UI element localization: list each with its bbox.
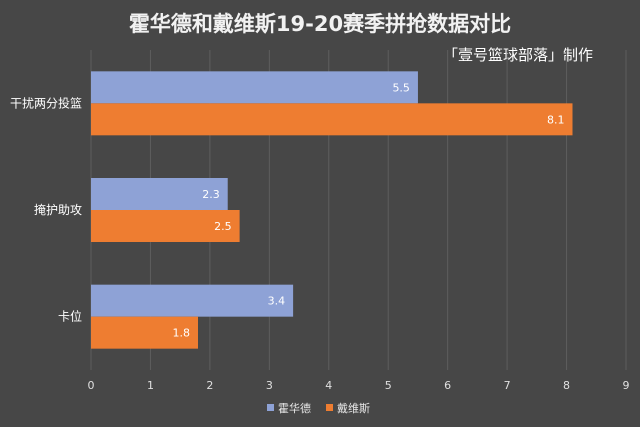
bar [91,316,198,349]
chart-subtitle: 「壹号篮球部落」制作 [443,46,593,64]
x-tick-label: 0 [88,379,95,392]
data-label: 2.5 [214,220,232,233]
x-tick-label: 4 [325,379,332,392]
category-label: 掩护助攻 [34,203,82,217]
data-label: 2.3 [202,188,220,201]
x-tick-label: 7 [504,379,511,392]
x-tick-label: 6 [444,379,451,392]
legend-swatch [326,404,333,411]
x-tick-label: 2 [206,379,213,392]
bar [91,103,573,136]
category-label: 卡位 [58,309,82,324]
x-tick-label: 3 [266,379,273,392]
x-tick-label: 1 [147,379,154,392]
labels: 0 1 2 3 4 5 6 7 8 9 干扰两分投篮 5.5 8.1 掩护助攻 2.3 2.5 卡位 3.4 1.8 [10,81,630,392]
data-label: 3.4 [268,295,286,308]
bar [91,71,418,104]
x-tick-label: 5 [385,379,392,392]
bars [91,71,573,349]
legend-label: 霍华德 [278,401,311,415]
data-label: 5.5 [392,81,410,94]
legend-label: 戴维斯 [337,401,370,415]
chart-title: 霍华德和戴维斯19-20赛季拼抢数据对比 [129,12,511,36]
data-label: 1.8 [173,327,191,340]
x-tick-label: 9 [623,379,630,392]
legend-swatch [267,404,274,411]
category-label: 干扰两分投篮 [10,95,82,110]
legend: 霍华德 戴维斯 [267,401,370,415]
x-tick-label: 8 [563,379,570,392]
bar [91,210,240,242]
bar [91,178,228,210]
bar [91,284,294,317]
data-label: 8.1 [547,113,565,126]
